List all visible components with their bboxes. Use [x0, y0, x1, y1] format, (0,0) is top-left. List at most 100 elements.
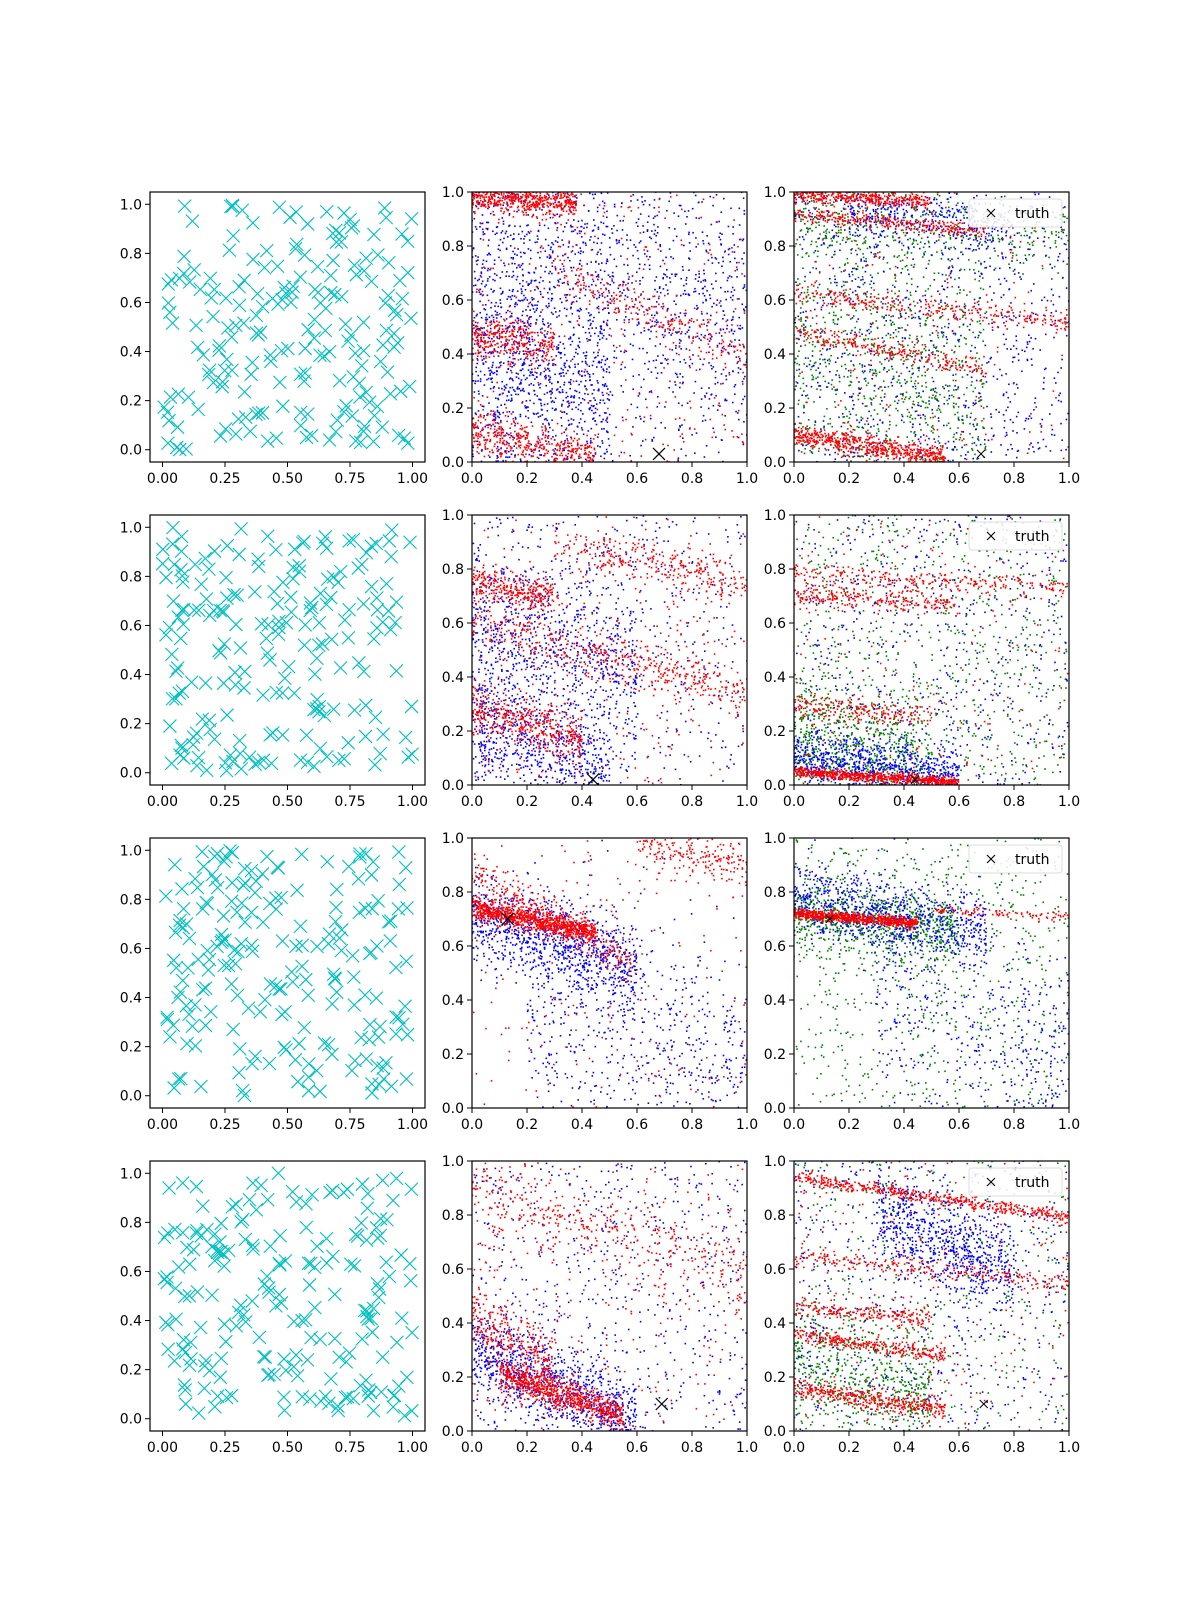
posterior-c-point [910, 264, 913, 266]
sample-point [402, 379, 417, 394]
posterior-b-point [590, 291, 593, 294]
posterior-a-point [682, 293, 685, 295]
posterior-a-point [486, 269, 489, 272]
posterior-a-point [577, 251, 580, 254]
posterior-a-point [540, 265, 542, 267]
posterior-c-point [946, 424, 948, 427]
posterior-b-point [683, 441, 685, 443]
posterior-b-point [524, 199, 526, 202]
posterior-b-point [564, 253, 567, 255]
posterior-b-point [509, 449, 512, 452]
posterior-a-point [637, 313, 639, 315]
posterior-a-point [659, 286, 661, 288]
posterior-c-point [982, 427, 985, 429]
posterior-c-point [877, 293, 880, 296]
posterior-a-point [600, 366, 603, 368]
posterior-a-point [599, 399, 602, 401]
posterior-b-point [505, 197, 508, 200]
posterior-b-point [568, 446, 571, 448]
posterior-b-point [538, 198, 540, 200]
posterior-c-point [879, 403, 882, 405]
posterior-c-point [910, 278, 913, 280]
posterior-a-point [542, 355, 544, 357]
posterior-b-point [498, 428, 501, 430]
posterior-b-point [487, 435, 490, 437]
sample-point [339, 398, 354, 413]
posterior-a-point [698, 337, 701, 340]
posterior-a-point [516, 331, 519, 333]
posterior-b-point [716, 346, 719, 348]
posterior-a-point [561, 403, 563, 406]
posterior-b-point [475, 336, 478, 339]
samples-panel-1-frame [149, 191, 426, 463]
posterior-a-point [562, 399, 565, 402]
posterior-c-point [939, 316, 942, 318]
posterior-b-point [630, 210, 633, 212]
posterior-c-point [903, 421, 905, 424]
posterior-b-point [671, 320, 674, 322]
posterior-b-point [630, 460, 632, 462]
posterior-a-point [533, 280, 536, 282]
posterior-b-point [629, 206, 631, 208]
posterior-b-point [501, 332, 503, 334]
posterior-a-point [508, 442, 510, 445]
posterior-b-point [562, 208, 564, 210]
posterior-b-point [555, 197, 557, 199]
posterior-a-point [724, 291, 726, 293]
posterior-c-point [817, 286, 819, 289]
posterior-b-point [528, 317, 530, 319]
posterior-a-point [667, 323, 670, 326]
posterior-b-point [577, 442, 579, 444]
posterior-c-point [847, 354, 849, 356]
posterior-b-point [493, 445, 496, 448]
posterior-b-point [557, 255, 559, 258]
posterior-a-point [553, 285, 555, 288]
posterior-b-point [734, 270, 737, 272]
posterior-b-point [513, 340, 516, 342]
posterior-a-point [591, 230, 594, 232]
posterior-a-point [727, 277, 729, 279]
posterior-b-point [570, 202, 572, 204]
posterior-a-point [518, 352, 520, 355]
posterior-c-point [851, 240, 853, 243]
posterior-b-point [502, 195, 504, 197]
posterior-c-point [795, 381, 798, 383]
posterior-b-point [479, 195, 482, 198]
posterior-a-point [563, 411, 566, 414]
posterior-b-point [575, 203, 577, 206]
posterior-c-point [822, 316, 825, 319]
posterior-a-point [657, 297, 660, 300]
posterior-a-point [621, 202, 623, 204]
posterior-b-point [538, 196, 541, 198]
posterior-b-point [492, 332, 495, 334]
posterior-c-point [895, 335, 898, 338]
posterior-b-point [531, 362, 533, 365]
sample-point [376, 338, 390, 352]
posterior-c-point [933, 325, 936, 327]
posterior-a-point [527, 369, 530, 371]
posterior-b-point [489, 451, 491, 453]
posterior-a-point [536, 395, 539, 397]
posterior-a-point [680, 277, 682, 280]
posterior-a-point [491, 366, 493, 369]
posterior-a-point [514, 305, 516, 308]
posterior-a-point [541, 414, 544, 416]
posterior-a-point [655, 377, 658, 379]
posterior-b-point [519, 319, 522, 321]
posterior-a-point [703, 272, 705, 275]
posterior-c-point [958, 364, 961, 367]
posterior-abc-panel-1-xtick-label: 0.6 [948, 471, 970, 487]
posterior-b-point [559, 444, 561, 447]
posterior-a-point [655, 359, 658, 361]
posterior-c-point [974, 387, 977, 389]
posterior-a-point [518, 383, 521, 385]
posterior-a-point [598, 414, 601, 417]
posterior-b-point [516, 206, 519, 209]
posterior-c-point [852, 393, 855, 395]
sample-point [243, 424, 258, 439]
posterior-b-point [643, 416, 646, 418]
posterior-c-point [924, 323, 926, 325]
posterior-a-point [531, 371, 533, 373]
posterior-a-point [708, 398, 711, 400]
posterior-b-point [481, 294, 484, 297]
